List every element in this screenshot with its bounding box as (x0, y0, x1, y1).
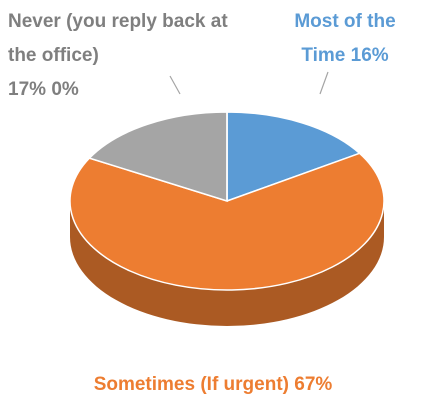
category-label: Sometimes (If urgent) (93, 374, 289, 395)
leader-line (169, 75, 181, 95)
pie-slice (69, 152, 385, 291)
value-label: 0% (51, 79, 79, 100)
pie-side (70, 201, 384, 326)
label-sometimes: Sometimes (If urgent) 67% (0, 368, 426, 402)
pie-slice (88, 111, 228, 203)
label-most: Most of the Time 16% (280, 5, 410, 73)
pie-slice (226, 111, 361, 203)
value-label: 17% (8, 79, 47, 100)
category-label: Never (you reply back at the office) (8, 11, 228, 66)
value-label: 16% (350, 45, 389, 66)
value-label: 67% (294, 374, 333, 395)
label-never: Never (you reply back at the office) 17%… (8, 5, 238, 107)
category-label: Most of the Time (294, 11, 396, 66)
leader-line (319, 71, 329, 95)
